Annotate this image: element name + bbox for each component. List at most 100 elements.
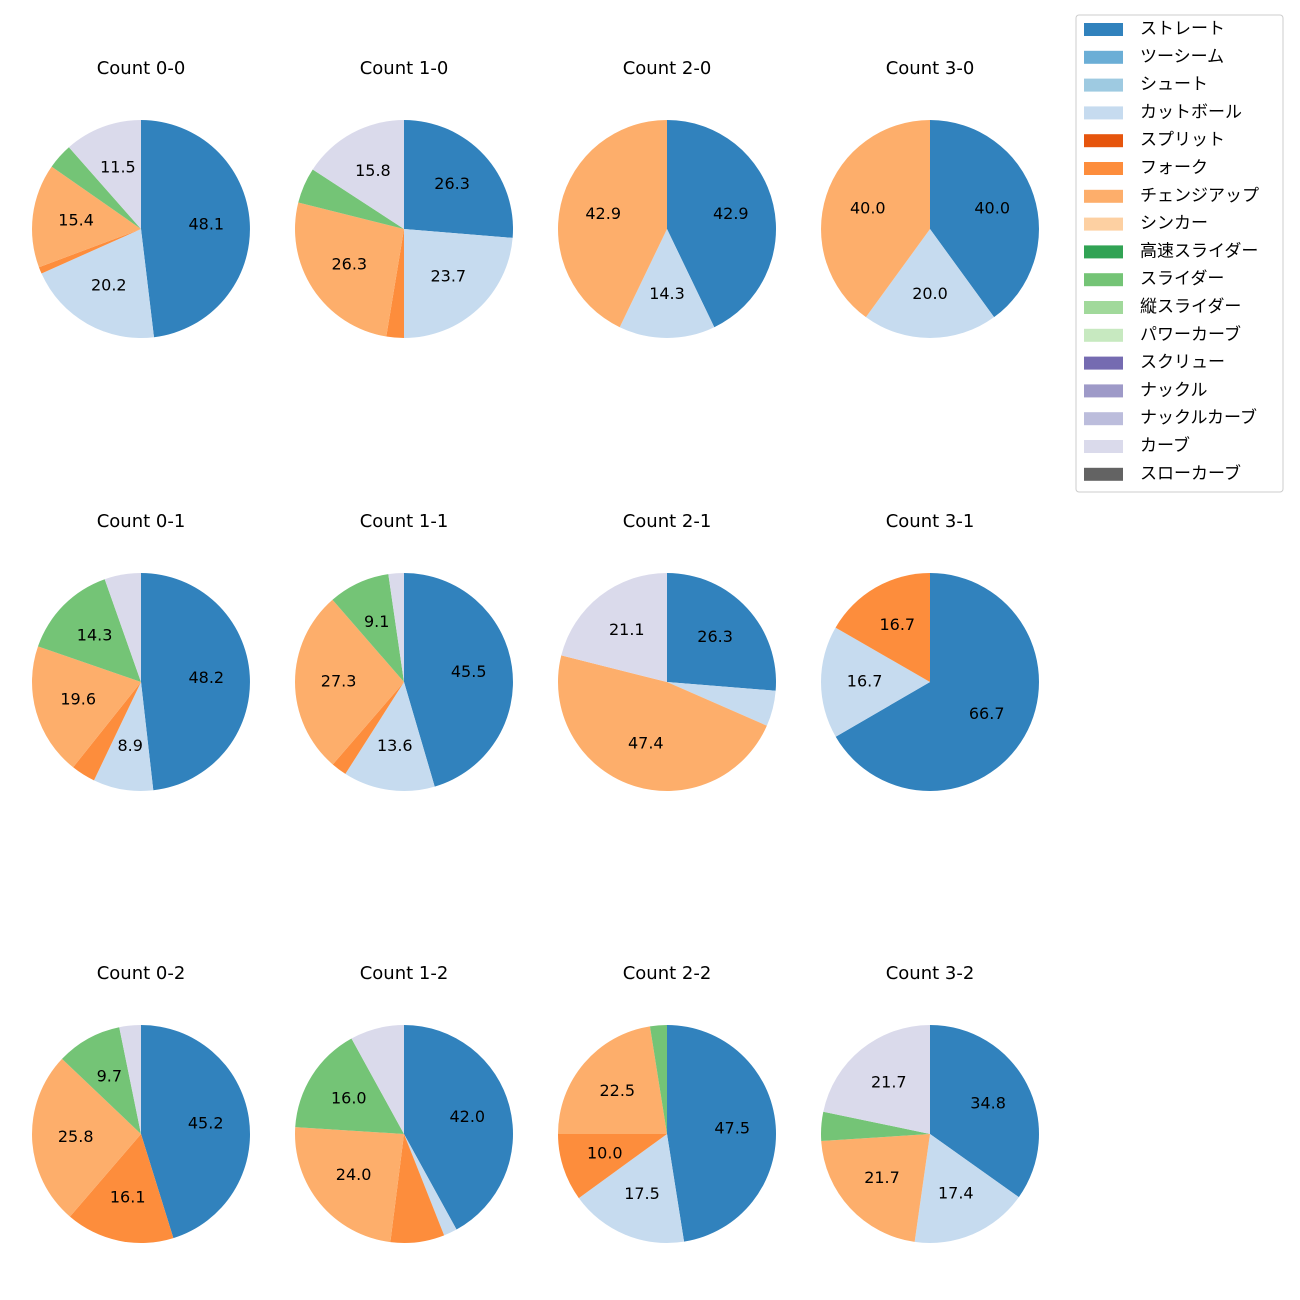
legend-label: シンカー xyxy=(1140,214,1208,234)
legend-label: スクリュー xyxy=(1140,353,1225,373)
slice-label: 26.3 xyxy=(331,254,367,273)
slice-label: 45.5 xyxy=(451,662,487,681)
pie-slice xyxy=(821,1134,930,1242)
pie-slice xyxy=(667,682,776,726)
pie-count-0-1: Count 0-1 48.2 8.9 19.6 14.3 xyxy=(32,511,250,791)
pie-slice xyxy=(93,682,154,791)
pie-count-2-0: Count 2-0 42.9 14.3 42.9 xyxy=(557,58,777,339)
slice-label: 11.5 xyxy=(100,157,136,176)
legend-label: パワーカーブ xyxy=(1140,324,1241,345)
slice-label: 42.0 xyxy=(449,1107,485,1126)
slice-label: 25.8 xyxy=(58,1127,94,1146)
legend-swatch xyxy=(1084,189,1123,203)
legend-label: フォーク xyxy=(1140,158,1208,178)
slice-label: 20.0 xyxy=(912,284,948,303)
legend-swatch xyxy=(1084,245,1123,259)
pie-title: Count 2-1 xyxy=(623,511,712,532)
slice-label: 9.7 xyxy=(97,1066,122,1085)
pie-slice xyxy=(667,120,777,328)
pie-slice xyxy=(649,1025,667,1134)
slice-label: 34.8 xyxy=(970,1094,1006,1113)
legend-item: スクリュー xyxy=(1084,353,1225,373)
legend-item: カットボール xyxy=(1084,102,1242,122)
legend-frame xyxy=(1075,14,1284,493)
slice-label: 16.7 xyxy=(879,615,915,634)
pie-slice xyxy=(388,573,404,682)
legend-label: 縦スライダー xyxy=(1140,297,1241,317)
legend-swatch xyxy=(1084,467,1123,481)
legend-swatch xyxy=(1084,78,1123,92)
pie-slice xyxy=(37,579,141,682)
pie-title: Count 1-1 xyxy=(360,511,449,532)
legend-label: スローカーブ xyxy=(1140,463,1241,484)
slice-label: 26.3 xyxy=(434,174,470,193)
slice-label: 47.4 xyxy=(628,733,664,752)
legend-label: チェンジアップ xyxy=(1140,186,1259,206)
pie-slice xyxy=(386,229,404,338)
slice-label: 21.1 xyxy=(609,620,645,639)
pie-slice xyxy=(561,573,667,682)
pie-title: Count 0-2 xyxy=(97,963,186,984)
pie-slice xyxy=(667,1025,777,1242)
pie-slice xyxy=(865,229,995,338)
pie-title: Count 3-1 xyxy=(886,511,975,532)
slice-label: 13.6 xyxy=(377,736,413,755)
pie-title: Count 3-2 xyxy=(886,963,975,984)
legend-label: カーブ xyxy=(1140,435,1190,456)
pie-slice xyxy=(821,120,930,318)
legend-label: カットボール xyxy=(1140,102,1242,122)
slice-label: 21.7 xyxy=(864,1168,900,1187)
legend-swatch xyxy=(1084,384,1123,398)
pie-slice xyxy=(295,1127,404,1243)
legend-label: ツーシーム xyxy=(1140,47,1224,67)
pie-slice xyxy=(298,169,404,229)
pie-title: Count 3-0 xyxy=(886,58,975,79)
slice-label: 66.7 xyxy=(969,704,1005,723)
legend-swatch xyxy=(1084,217,1123,231)
slice-label: 15.4 xyxy=(58,210,94,229)
legend-swatch xyxy=(1084,412,1123,426)
pie-count-0-2: Count 0-2 45.2 16.1 25.8 9.7 xyxy=(32,963,251,1243)
pie-slice xyxy=(351,1025,404,1134)
pie-slice xyxy=(404,120,514,238)
legend-label: 高速スライダー xyxy=(1140,241,1258,261)
pie-slice xyxy=(914,1134,1019,1243)
legend-item: ナックル xyxy=(1084,380,1208,400)
pie-slice xyxy=(345,682,435,791)
pie-slice xyxy=(68,120,141,229)
pie-slice xyxy=(141,1025,251,1239)
legend-label: スプリット xyxy=(1140,130,1225,150)
slice-label: 48.2 xyxy=(188,668,224,687)
pie-count-2-2: Count 2-2 47.5 17.5 10.0 22.5 xyxy=(558,963,777,1244)
pie-slice xyxy=(558,1134,667,1199)
pie-slice xyxy=(73,682,141,781)
legend-swatch xyxy=(1084,50,1123,64)
pie-slice xyxy=(619,229,715,339)
pie-slice xyxy=(41,229,154,338)
pie-slice xyxy=(69,1134,174,1243)
pie-count-2-1: Count 2-1 26.3 47.4 21.1 xyxy=(557,511,776,792)
legend-swatch xyxy=(1084,440,1123,453)
slice-label: 16.1 xyxy=(110,1188,146,1207)
slice-label: 45.2 xyxy=(188,1114,224,1133)
legend-swatch xyxy=(1084,134,1123,148)
pie-slice xyxy=(295,599,404,765)
pie-count-1-2: Count 1-2 42.0 24.0 16.0 xyxy=(295,963,514,1244)
slice-label: 22.5 xyxy=(599,1081,635,1100)
pie-slice xyxy=(332,682,404,774)
legend-item: ストレート xyxy=(1084,19,1225,39)
slice-label: 40.0 xyxy=(850,198,886,217)
pie-slice xyxy=(332,574,404,682)
pie-slice xyxy=(930,1025,1039,1198)
pie-slice xyxy=(404,229,513,338)
legend-swatch xyxy=(1084,106,1123,120)
pie-slice xyxy=(404,1025,514,1230)
legend-item: パワーカーブ xyxy=(1084,324,1241,345)
pie-slice xyxy=(835,573,930,682)
pie-slice xyxy=(930,120,1039,318)
legend-item: シュート xyxy=(1084,75,1208,95)
slice-label: 42.9 xyxy=(713,204,749,223)
pie-slice xyxy=(295,1038,404,1134)
pie-slice xyxy=(51,147,141,229)
